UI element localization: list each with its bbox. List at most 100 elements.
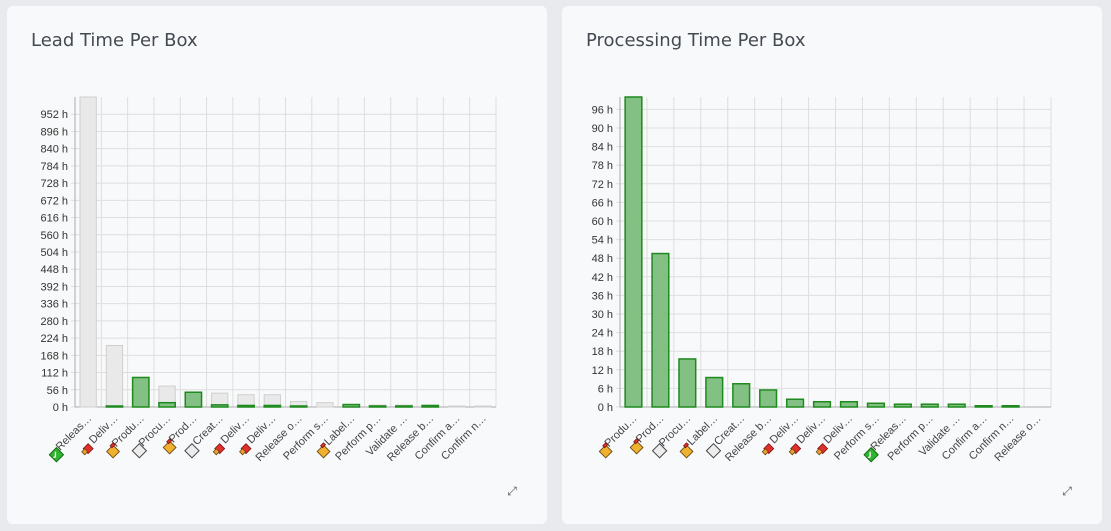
check-icon-mark bbox=[53, 451, 57, 458]
bar-processing bbox=[705, 376, 724, 408]
y-tick-label: 78 h bbox=[592, 160, 613, 172]
bar-processing bbox=[368, 405, 387, 408]
y-tick-label: 504 h bbox=[40, 247, 68, 259]
bar-total bbox=[79, 96, 97, 408]
delivery-icon-hand bbox=[239, 448, 247, 456]
lead-time-panel: Lead Time Per Box 0 h 56 h 112 h 168 h 224 h… bbox=[7, 6, 547, 524]
y-tick-label: 66 h bbox=[592, 197, 613, 209]
bar-processing bbox=[920, 403, 939, 408]
delivery-icon-hand bbox=[815, 448, 823, 456]
delivery-icon bbox=[239, 443, 252, 456]
y-tick-label: 896 h bbox=[40, 126, 68, 138]
y-tick-label: 392 h bbox=[40, 281, 68, 293]
bar-processing bbox=[839, 400, 859, 408]
y-tick-label: 0 h bbox=[598, 402, 613, 414]
production-icon bbox=[316, 442, 331, 459]
bar-processing bbox=[105, 405, 124, 408]
y-tick-label: 728 h bbox=[40, 178, 68, 190]
y-tick-label: 0 h bbox=[53, 402, 68, 414]
bar-processing bbox=[184, 391, 203, 408]
y-tick-label: 336 h bbox=[40, 299, 68, 311]
production-icon bbox=[162, 438, 177, 455]
y-tick-label: 42 h bbox=[592, 272, 613, 284]
bar-processing bbox=[732, 383, 751, 408]
bar-processing bbox=[1001, 405, 1020, 408]
bar-processing bbox=[394, 405, 413, 408]
grid bbox=[71, 97, 497, 408]
bar-total bbox=[105, 344, 124, 408]
production-icon-tool bbox=[166, 438, 173, 445]
lead-time-title: Lead Time Per Box bbox=[31, 30, 198, 51]
delivery-icon-hand bbox=[788, 448, 796, 456]
y-tick-label: 672 h bbox=[40, 195, 68, 207]
production-icon bbox=[598, 442, 613, 459]
y-tick-label: 6 h bbox=[598, 383, 613, 395]
delivery-icon bbox=[81, 443, 94, 456]
expand-icon[interactable]: ⤢ bbox=[507, 484, 517, 498]
production-icon bbox=[629, 438, 644, 455]
bar-processing bbox=[131, 376, 150, 408]
delivery-icon bbox=[761, 443, 775, 456]
lead-time-chart: 0 h 56 h 112 h 168 h 224 h 280 h 336 h 392 h 448… bbox=[40, 96, 497, 464]
bar-processing bbox=[812, 400, 832, 408]
production-icon-tool bbox=[320, 442, 327, 449]
y-tick-label: 12 h bbox=[592, 365, 613, 377]
bar-processing bbox=[759, 389, 778, 408]
y-tick-label: 18 h bbox=[592, 346, 613, 358]
y-tick-label: 24 h bbox=[592, 328, 613, 340]
x-tick-label: Deliv… bbox=[768, 413, 802, 447]
y-tick-label: 48 h bbox=[592, 253, 613, 265]
y-tick-label: 90 h bbox=[592, 123, 613, 135]
y-tick-label: 36 h bbox=[592, 290, 613, 302]
bar-processing bbox=[158, 401, 177, 408]
bar-processing bbox=[421, 404, 440, 408]
check-icon-shape bbox=[48, 446, 65, 463]
processing-time-panel: Processing Time Per Box 0 h 6 h 12 h 18 h 24… bbox=[562, 6, 1102, 524]
box-icon-shape bbox=[705, 442, 722, 459]
bar-processing bbox=[893, 403, 912, 408]
production-icon-tool bbox=[633, 438, 640, 445]
y-tick-label: 84 h bbox=[592, 142, 613, 154]
bar-processing bbox=[263, 404, 282, 408]
box-icon bbox=[131, 442, 148, 459]
y-tick-label: 112 h bbox=[41, 368, 68, 380]
box-icon bbox=[184, 442, 200, 459]
bar-processing bbox=[342, 403, 361, 408]
y-tick-label: 168 h bbox=[40, 350, 68, 362]
bar-processing bbox=[947, 403, 966, 408]
bar-processing bbox=[624, 96, 643, 408]
y-tick-label: 56 h bbox=[47, 385, 68, 397]
expand-icon[interactable]: ⤢ bbox=[1062, 484, 1072, 498]
bar-processing bbox=[289, 405, 308, 408]
delivery-icon-hand bbox=[81, 448, 89, 456]
y-tick-label: 560 h bbox=[40, 230, 68, 242]
production-icon-shape bbox=[598, 444, 613, 459]
y-tick-label: 54 h bbox=[592, 235, 613, 247]
production-icon-shape bbox=[679, 444, 694, 459]
production-icon-shape bbox=[162, 440, 177, 455]
delivery-icon bbox=[212, 443, 226, 456]
production-icon-tool bbox=[602, 442, 609, 449]
check-icon bbox=[48, 446, 65, 463]
y-tick-label: 60 h bbox=[592, 216, 613, 228]
production-icon-shape bbox=[316, 444, 331, 459]
box-icon-shape bbox=[651, 442, 668, 459]
production-icon-tool bbox=[109, 442, 116, 449]
bar-total bbox=[316, 402, 334, 408]
y-tick-label: 96 h bbox=[592, 104, 613, 116]
y-tick-label: 448 h bbox=[40, 264, 68, 276]
bar-processing bbox=[678, 358, 697, 408]
y-tick-label: 224 h bbox=[40, 333, 68, 345]
y-tick-label: 280 h bbox=[40, 316, 68, 328]
delivery-icon bbox=[815, 443, 829, 456]
bar-processing bbox=[210, 404, 229, 408]
y-tick-label: 30 h bbox=[592, 309, 613, 321]
delivery-icon-hand bbox=[761, 448, 769, 456]
y-tick-label: 72 h bbox=[592, 179, 613, 191]
box-icon bbox=[705, 442, 722, 459]
y-tick-label: 840 h bbox=[40, 144, 68, 156]
box-icon bbox=[651, 442, 668, 459]
production-icon bbox=[679, 442, 694, 459]
box-icon-shape bbox=[184, 442, 200, 459]
processing-time-title: Processing Time Per Box bbox=[586, 30, 806, 51]
